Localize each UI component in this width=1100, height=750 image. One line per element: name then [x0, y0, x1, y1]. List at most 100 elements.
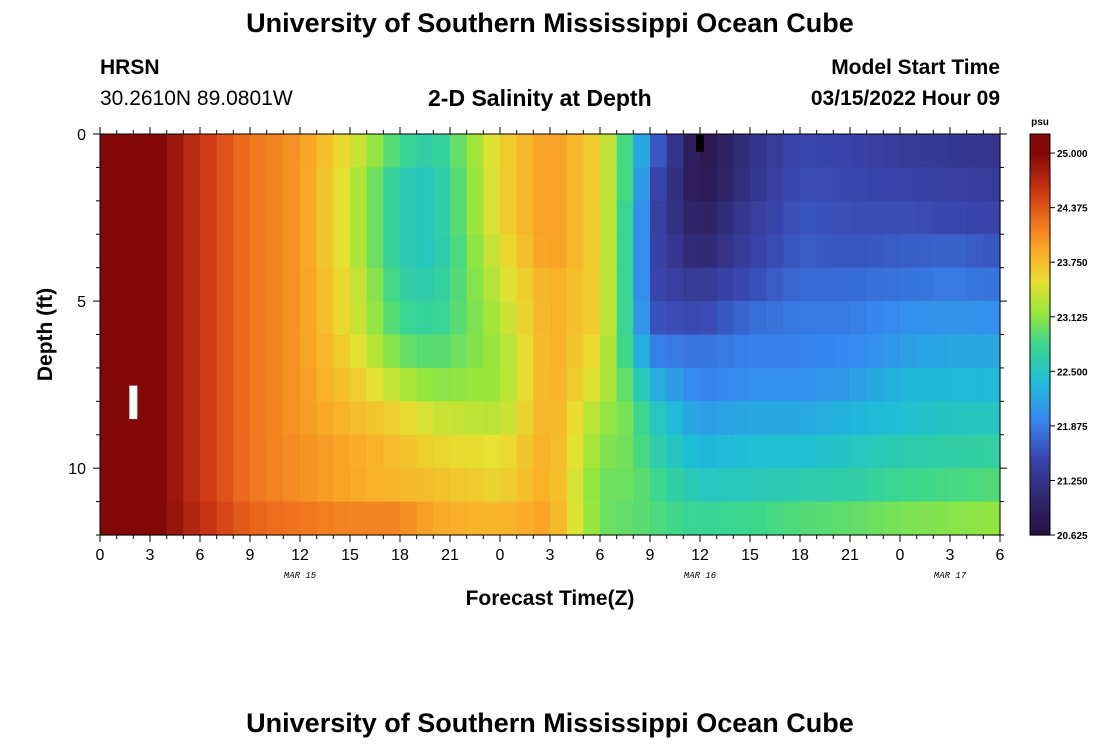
heatmap-cell	[683, 367, 701, 402]
heatmap-cell	[283, 501, 301, 536]
heatmap-cell	[133, 468, 151, 503]
heatmap-cell	[583, 367, 601, 402]
heatmap-cell	[333, 200, 351, 235]
colorbar-segment	[1030, 449, 1050, 453]
heatmap-cell	[216, 334, 234, 369]
heatmap-cell	[500, 267, 518, 302]
heatmap-cell	[600, 234, 618, 269]
heatmap-cell	[833, 334, 851, 369]
heatmap-cell	[716, 401, 734, 436]
heatmap-cell	[800, 200, 818, 235]
heatmap-cell	[600, 334, 618, 369]
heatmap-cell	[100, 367, 118, 402]
heatmap-cell	[600, 468, 618, 503]
x-tick-label: 9	[246, 547, 255, 564]
colorbar-segment	[1030, 334, 1050, 338]
heatmap-cell	[166, 468, 184, 503]
heatmap-cell	[766, 367, 784, 402]
heatmap-cell	[366, 234, 384, 269]
colorbar-segment	[1030, 237, 1050, 241]
heatmap-cell	[500, 167, 518, 202]
heatmap-cell	[566, 501, 584, 536]
colorbar-segment	[1030, 162, 1050, 167]
heatmap-cell	[716, 334, 734, 369]
heatmap-cell	[916, 367, 934, 402]
colorbar-segment	[1030, 512, 1050, 516]
heatmap-cell	[416, 468, 434, 503]
heatmap-cell	[783, 434, 801, 469]
colorbar-segment	[1030, 377, 1050, 381]
x-tick-label: 15	[741, 547, 759, 564]
colorbar-segment	[1030, 523, 1050, 527]
colorbar-segment	[1030, 331, 1050, 336]
heatmap-cell	[816, 434, 834, 469]
heatmap-cell	[866, 167, 884, 202]
heatmap-cell	[200, 468, 218, 503]
heatmap-cell	[633, 267, 651, 302]
heatmap-cell	[733, 267, 751, 302]
heatmap-cell	[866, 434, 884, 469]
colorbar-segment	[1030, 368, 1050, 373]
heatmap-cell	[266, 301, 284, 336]
heatmap-cell	[916, 434, 934, 469]
heatmap-cell	[483, 301, 501, 336]
heatmap-cell	[850, 167, 868, 202]
heatmap-cell	[266, 434, 284, 469]
x-tick-label: 9	[646, 547, 655, 564]
heatmap-cell	[900, 200, 918, 235]
heatmap-cell	[383, 501, 401, 536]
colorbar-segment	[1030, 325, 1050, 330]
colorbar-segment	[1030, 357, 1050, 361]
colorbar-segment	[1030, 323, 1050, 327]
heatmap-cell	[633, 401, 651, 436]
heatmap-cell	[216, 301, 234, 336]
heatmap-cell	[366, 301, 384, 336]
heatmap-cell	[316, 501, 334, 536]
heatmap-cell	[983, 167, 1001, 202]
heatmap-cell	[616, 167, 634, 202]
colorbar-segment	[1030, 285, 1050, 290]
colorbar-segment	[1030, 294, 1050, 298]
heatmap-cell	[550, 367, 568, 402]
heatmap-cell	[633, 234, 651, 269]
colorbar-segment	[1030, 248, 1050, 253]
heatmap-cell	[616, 401, 634, 436]
heatmap-cell	[450, 301, 468, 336]
heatmap-cell	[566, 301, 584, 336]
heatmap-cell	[650, 301, 668, 336]
heatmap-cell	[950, 468, 968, 503]
heatmap-cell	[466, 301, 484, 336]
colorbar-segment	[1030, 297, 1050, 301]
heatmap-cell	[450, 468, 468, 503]
colorbar-segment	[1030, 317, 1050, 321]
heatmap-cell	[816, 468, 834, 503]
heatmap-cell	[333, 334, 351, 369]
colorbar-segment	[1030, 302, 1050, 307]
heatmap-cell	[983, 200, 1001, 235]
heatmap-cell	[350, 167, 368, 202]
heatmap-cell	[183, 167, 201, 202]
heatmap-cell	[983, 301, 1001, 336]
heatmap-cell	[300, 367, 318, 402]
colorbar-segment	[1030, 242, 1050, 247]
heatmap-cell	[533, 401, 551, 436]
heatmap-cell	[433, 200, 451, 235]
heatmap-cell	[883, 234, 901, 269]
heatmap-cell	[283, 367, 301, 402]
model-start-value: 03/15/2022 Hour 09	[810, 87, 1000, 110]
heatmap-cell	[433, 434, 451, 469]
heatmap-cell	[450, 334, 468, 369]
heatmap-cell	[450, 167, 468, 202]
heatmap-cell	[833, 367, 851, 402]
heatmap-cell	[500, 200, 518, 235]
heatmap-cell	[716, 167, 734, 202]
colorbar-frame	[1029, 133, 1051, 536]
heatmap-cell	[966, 167, 984, 202]
heatmap-cell	[616, 501, 634, 536]
heatmap-cell	[216, 234, 234, 269]
colorbar-tick-label: 22.500	[1057, 367, 1088, 378]
heatmap-cell	[633, 367, 651, 402]
heatmap-cell	[383, 401, 401, 436]
colorbar-segment	[1030, 314, 1050, 318]
heatmap-cell	[466, 434, 484, 469]
